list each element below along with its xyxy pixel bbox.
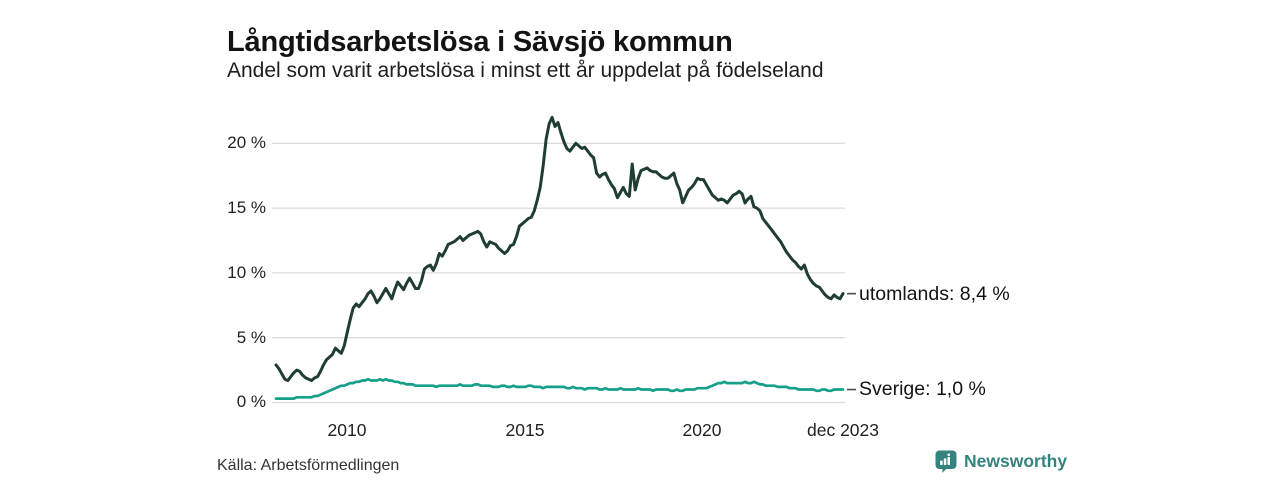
y-axis-label: 0 % bbox=[236, 392, 266, 411]
series-line-sverige bbox=[274, 377, 845, 400]
page-subtitle: Andel som varit arbetslösa i minst ett å… bbox=[227, 59, 824, 82]
x-axis-label: dec 2023 bbox=[806, 420, 880, 440]
y-axis-label: 10 % bbox=[227, 263, 266, 282]
y-axis-label: 5 % bbox=[236, 328, 266, 347]
y-axis-label: 15 % bbox=[227, 198, 266, 217]
y-axis-label: 20 % bbox=[227, 133, 266, 152]
page-title: Långtidsarbetslösa i Sävsjö kommun bbox=[227, 26, 733, 59]
source-note: Källa: Arbetsförmedlingen bbox=[217, 457, 400, 474]
x-axis-label: 2015 bbox=[505, 420, 545, 440]
series-line-utomlands bbox=[274, 115, 845, 382]
newsworthy-icon bbox=[935, 450, 957, 473]
legend-label-utomlands: utomlands: 8,4 % bbox=[859, 283, 1010, 305]
x-axis-label: 2020 bbox=[682, 420, 722, 440]
x-axis-label: 2010 bbox=[327, 420, 367, 440]
legend-label-sverige: Sverige: 1,0 % bbox=[859, 378, 986, 400]
brand-name: Newsworthy bbox=[964, 451, 1068, 471]
brand-logo: Newsworthy bbox=[935, 450, 1067, 473]
